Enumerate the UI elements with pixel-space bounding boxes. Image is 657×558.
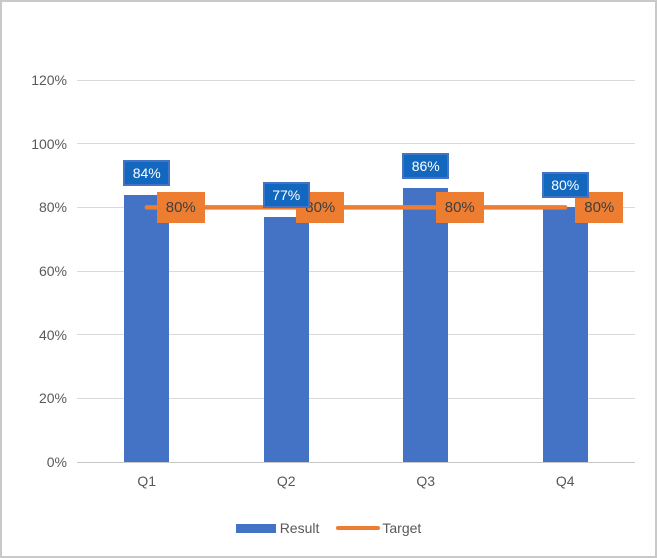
legend-label-target: Target xyxy=(382,520,422,536)
x-axis-label-q2: Q2 xyxy=(276,473,296,489)
result-bar-q4[interactable] xyxy=(542,207,588,462)
gridline xyxy=(77,334,635,336)
gridline xyxy=(77,397,635,399)
target-data-label-q4[interactable]: 80% xyxy=(575,191,624,223)
gridline xyxy=(77,79,635,81)
target-data-label-q1[interactable]: 80% xyxy=(156,191,205,223)
legend-item-target[interactable]: Target xyxy=(336,520,421,536)
target-data-label-q3[interactable]: 80% xyxy=(435,191,484,223)
legend-label-result: Result xyxy=(279,520,320,536)
chart-legend: Result Target xyxy=(2,517,655,539)
result-bar-q1[interactable] xyxy=(124,194,170,462)
result-data-label-q4[interactable]: 80% xyxy=(541,172,589,199)
target-series-swatch-icon xyxy=(336,526,381,530)
legend-item-result[interactable]: Result xyxy=(235,520,320,536)
y-axis-tick-label: 40% xyxy=(38,326,67,343)
result-bar-q2[interactable] xyxy=(263,216,309,462)
y-axis-tick-label: 100% xyxy=(31,135,67,152)
y-axis-tick-label: 0% xyxy=(46,454,67,470)
result-data-label-q2[interactable]: 77% xyxy=(262,181,310,208)
x-axis-line xyxy=(77,461,635,463)
gridline xyxy=(77,270,635,272)
result-series-swatch-icon xyxy=(235,523,276,533)
x-axis-label-q1: Q1 xyxy=(137,473,157,489)
gridline xyxy=(77,143,635,145)
result-data-label-q3[interactable]: 86% xyxy=(402,153,450,180)
result-data-label-q1[interactable]: 84% xyxy=(123,159,171,186)
x-axis-label-q3: Q3 xyxy=(416,473,436,489)
y-axis-tick-label: 120% xyxy=(31,72,67,88)
y-axis-tick-label: 80% xyxy=(38,199,67,216)
x-axis-label-q4: Q4 xyxy=(555,473,575,489)
y-axis-tick-label: 60% xyxy=(38,263,67,279)
y-axis-tick-label: 20% xyxy=(38,390,67,407)
result-bar-q3[interactable] xyxy=(403,188,449,462)
